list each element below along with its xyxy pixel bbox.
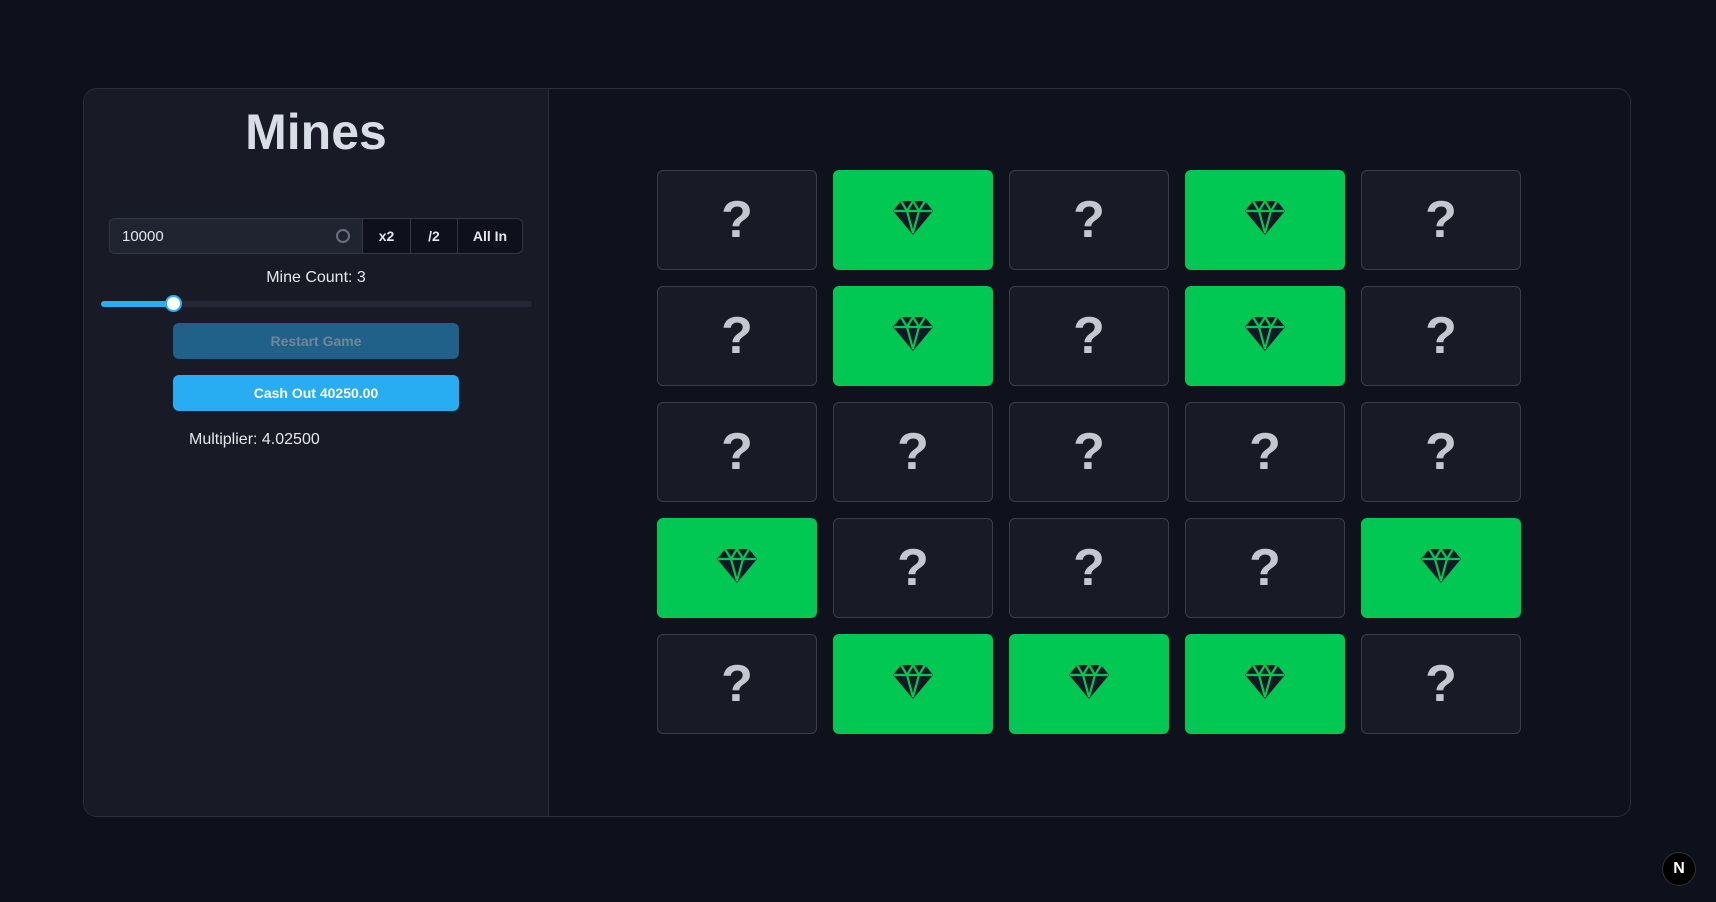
game-panel: Mines 10000 x2 /2 All In Mine Count: 3 R…: [83, 88, 1631, 817]
question-mark-icon: ?: [1425, 423, 1457, 481]
question-mark-icon: ?: [1073, 307, 1105, 365]
tile-hidden[interactable]: ?: [1361, 170, 1521, 270]
tile-hidden[interactable]: ?: [1009, 402, 1169, 502]
diamond-icon: [893, 315, 933, 357]
tile-hidden[interactable]: ?: [833, 518, 993, 618]
diamond-icon: [1245, 199, 1285, 241]
question-mark-icon: ?: [1073, 191, 1105, 249]
diamond-icon: [1245, 315, 1285, 357]
diamond-icon: [1245, 663, 1285, 705]
tile-hidden[interactable]: ?: [657, 170, 817, 270]
cash-out-button[interactable]: Cash Out 40250.00: [173, 375, 459, 411]
tile-gem[interactable]: [1185, 170, 1345, 270]
question-mark-icon: ?: [1425, 191, 1457, 249]
half-bet-button[interactable]: /2: [410, 219, 457, 253]
diamond-icon: [717, 547, 757, 589]
tile-hidden[interactable]: ?: [657, 402, 817, 502]
question-mark-icon: ?: [721, 423, 753, 481]
control-sidebar: Mines 10000 x2 /2 All In Mine Count: 3 R…: [84, 89, 549, 816]
question-mark-icon: ?: [721, 655, 753, 713]
bet-input-group: 10000 x2 /2 All In: [109, 218, 523, 254]
tile-hidden[interactable]: ?: [1009, 286, 1169, 386]
page-title: Mines: [245, 104, 387, 160]
tile-gem[interactable]: [1361, 518, 1521, 618]
bet-amount-value: 10000: [122, 227, 164, 245]
diamond-icon: [1421, 547, 1461, 589]
coin-icon: [336, 229, 350, 243]
tile-hidden[interactable]: ?: [1361, 286, 1521, 386]
slider-fill: [101, 301, 173, 307]
tile-hidden[interactable]: ?: [1361, 402, 1521, 502]
tile-gem[interactable]: [833, 634, 993, 734]
tile-hidden[interactable]: ?: [657, 634, 817, 734]
bet-amount-input[interactable]: 10000: [110, 219, 362, 253]
question-mark-icon: ?: [721, 307, 753, 365]
tile-hidden[interactable]: ?: [1185, 402, 1345, 502]
tile-gem[interactable]: [657, 518, 817, 618]
tile-gem[interactable]: [1185, 286, 1345, 386]
nextjs-badge[interactable]: N: [1662, 852, 1696, 886]
slider-thumb[interactable]: [164, 295, 182, 312]
tile-hidden[interactable]: ?: [657, 286, 817, 386]
all-in-button[interactable]: All In: [457, 219, 522, 253]
tile-gem[interactable]: [833, 286, 993, 386]
tile-gem[interactable]: [1185, 634, 1345, 734]
tile-hidden[interactable]: ?: [1009, 518, 1169, 618]
question-mark-icon: ?: [1425, 655, 1457, 713]
diamond-icon: [893, 199, 933, 241]
question-mark-icon: ?: [1073, 423, 1105, 481]
tile-gem[interactable]: [1009, 634, 1169, 734]
tile-hidden[interactable]: ?: [833, 402, 993, 502]
question-mark-icon: ?: [897, 539, 929, 597]
tile-hidden[interactable]: ?: [1185, 518, 1345, 618]
question-mark-icon: ?: [1425, 307, 1457, 365]
multiplier-label: Multiplier: 4.02500: [189, 431, 320, 448]
double-bet-button[interactable]: x2: [362, 219, 410, 253]
question-mark-icon: ?: [1073, 539, 1105, 597]
tile-hidden[interactable]: ?: [1361, 634, 1521, 734]
mine-count-slider[interactable]: [101, 295, 532, 312]
tile-hidden[interactable]: ?: [1009, 170, 1169, 270]
question-mark-icon: ?: [721, 191, 753, 249]
tile-gem[interactable]: [833, 170, 993, 270]
diamond-icon: [893, 663, 933, 705]
diamond-icon: [1069, 663, 1109, 705]
question-mark-icon: ?: [1249, 423, 1281, 481]
mine-count-label: Mine Count: 3: [266, 269, 366, 286]
question-mark-icon: ?: [897, 423, 929, 481]
question-mark-icon: ?: [1249, 539, 1281, 597]
restart-game-button[interactable]: Restart Game: [173, 323, 459, 359]
